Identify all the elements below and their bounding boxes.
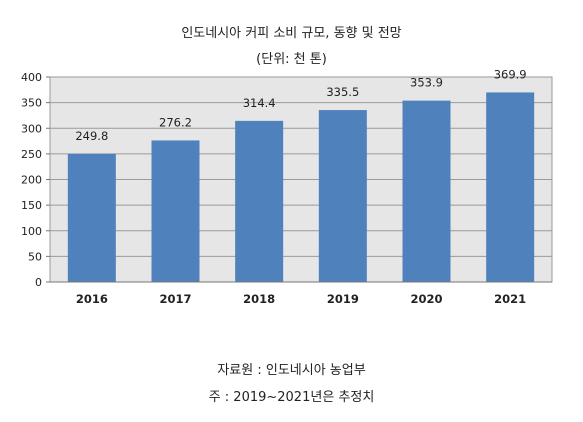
- y-tick-label: 250: [21, 148, 42, 161]
- y-tick-label: 200: [21, 174, 42, 187]
- bar: [318, 110, 367, 283]
- data-label: 314.4: [243, 96, 276, 110]
- y-tick-label: 150: [21, 199, 42, 212]
- y-tick-label: 0: [35, 276, 42, 289]
- chart-title: 인도네시아 커피 소비 규모, 동향 및 전망: [181, 26, 402, 41]
- bar: [151, 140, 200, 282]
- data-label: 249.8: [75, 129, 108, 143]
- data-label: 335.5: [326, 85, 359, 99]
- x-tick-label: 2020: [410, 292, 442, 306]
- data-label: 369.9: [494, 67, 527, 81]
- y-tick-label: 350: [21, 97, 42, 110]
- x-tick-label: 2017: [159, 292, 191, 306]
- chart-subtitle: (단위: 천 톤): [256, 52, 327, 67]
- y-tick-label: 300: [21, 122, 42, 135]
- bar: [486, 92, 535, 283]
- source-note: 자료원 : 인도네시아 농업부: [217, 363, 366, 378]
- bar: [67, 153, 116, 282]
- bar: [235, 120, 284, 283]
- x-tick-label: 2019: [327, 292, 359, 306]
- data-label: 276.2: [159, 115, 192, 129]
- bar-chart: 0 50 100 150 200 250 300 350 400 249.8 2016 276.2 20…: [21, 67, 553, 306]
- footnote: 주 : 2019~2021년은 추정치: [208, 390, 375, 405]
- bar: [402, 100, 451, 282]
- y-tick-label: 50: [28, 250, 42, 263]
- x-tick-label: 2018: [243, 292, 275, 306]
- y-tick-label: 400: [21, 71, 42, 84]
- x-tick-label: 2016: [76, 292, 108, 306]
- x-tick-label: 2021: [494, 292, 526, 306]
- data-label: 353.9: [410, 76, 443, 90]
- y-tick-label: 100: [21, 225, 42, 238]
